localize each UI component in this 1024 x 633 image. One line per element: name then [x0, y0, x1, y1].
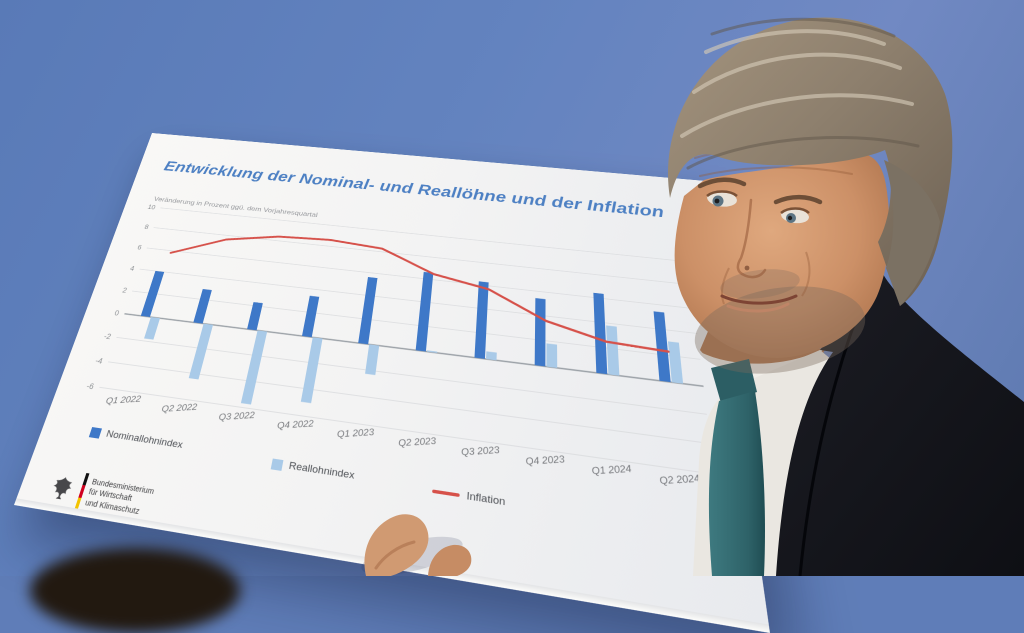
x-tick-label: Q4 2022	[277, 419, 315, 432]
chart-poster: Entwicklung der Nominal- und Reallöhne u…	[13, 133, 770, 633]
suit-jacket	[776, 262, 1024, 576]
index-finger	[364, 514, 429, 576]
x-tick-label: Q3 2022	[219, 411, 256, 424]
hair	[667, 17, 953, 306]
x-tick-label: Q4 2023	[525, 454, 567, 468]
y-tick-label: 4	[129, 266, 135, 273]
left-eyebrow	[773, 194, 823, 205]
left-eye	[780, 207, 810, 224]
mouth	[720, 294, 798, 305]
y-tick-label: -2	[103, 333, 112, 341]
cheek-folds	[720, 251, 811, 305]
presenter	[667, 17, 1024, 576]
y-tick-label: 6	[136, 245, 142, 252]
finger-shading	[374, 540, 416, 570]
right-eyebrow	[697, 177, 747, 189]
wage-inflation-chart: 10 8 6 4 2 0 -2 -4 -6 Q1 2022 Q2 2022 Q3 2022 Q4 202…	[85, 204, 753, 487]
upper-lip-stubble	[720, 269, 800, 299]
lower-lip	[726, 302, 790, 313]
nostril	[744, 265, 750, 271]
right-eye	[706, 190, 738, 207]
y-tick-label: 0	[113, 310, 120, 318]
tie-knot	[711, 359, 757, 403]
x-tick-label: Q1 2023	[337, 427, 376, 440]
x-tick-label: Q2 2022	[161, 402, 198, 414]
presenter-hand	[361, 514, 472, 576]
x-tick-label: Q3 2023	[461, 445, 502, 458]
sideburn	[884, 160, 940, 306]
hair-dark-streaks	[686, 17, 920, 170]
y-tick-label: -4	[94, 357, 103, 366]
y-tick-label: 2	[121, 287, 127, 295]
y-tick-label: 8	[143, 224, 149, 231]
tie-blade	[708, 391, 765, 576]
nose	[736, 198, 767, 279]
hair-streaks	[680, 29, 914, 138]
x-tick-label: Q1 2022	[105, 394, 142, 406]
y-tick-label: -6	[85, 383, 95, 392]
x-tick-label: Q2 2024	[658, 473, 703, 487]
y-tick-label: 10	[147, 204, 157, 211]
x-tick-label: Q1 2024	[591, 464, 634, 478]
middle-finger	[428, 544, 472, 576]
x-tick-label: Q2 2023	[398, 436, 438, 449]
